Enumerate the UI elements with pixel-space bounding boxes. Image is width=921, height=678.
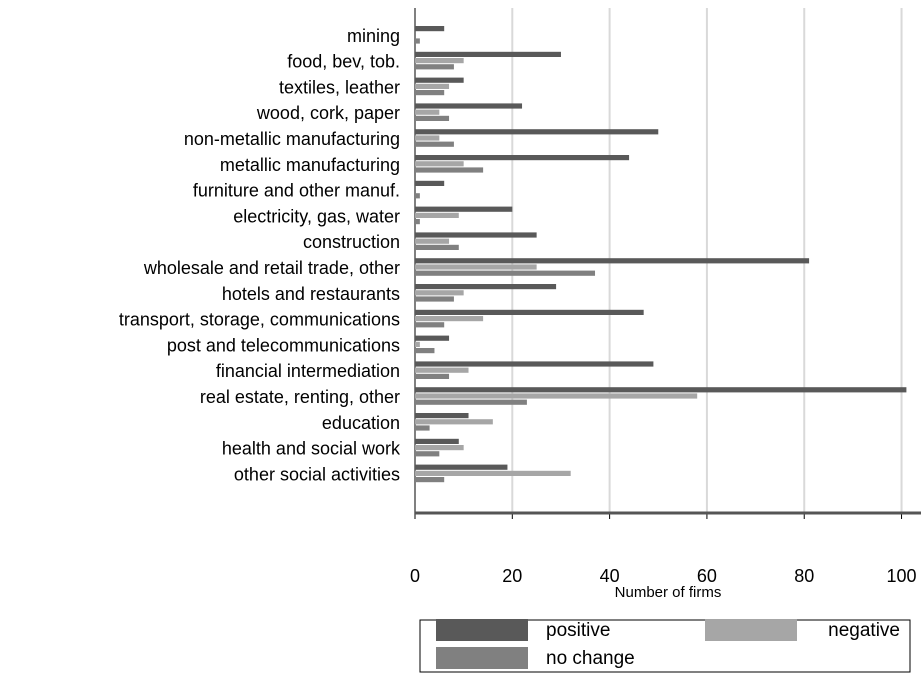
bar bbox=[415, 155, 630, 161]
bar bbox=[415, 51, 561, 57]
category-label: financial intermediation bbox=[216, 361, 400, 381]
category-label: real estate, renting, other bbox=[200, 387, 400, 407]
category-label: non-metallic manufacturing bbox=[184, 129, 400, 149]
bar bbox=[415, 161, 464, 167]
legend-swatch bbox=[436, 647, 528, 669]
x-tick-label: 20 bbox=[502, 566, 522, 586]
bar bbox=[415, 367, 469, 373]
bar bbox=[415, 290, 464, 296]
bar bbox=[415, 264, 537, 270]
category-label: metallic manufacturing bbox=[220, 155, 400, 175]
x-tick-label: 40 bbox=[600, 566, 620, 586]
category-label: textiles, leather bbox=[279, 77, 400, 97]
legend-label: negative bbox=[828, 620, 900, 641]
category-label: post and telecommunications bbox=[167, 335, 400, 355]
bar bbox=[415, 77, 464, 83]
bar bbox=[415, 206, 513, 212]
bar bbox=[415, 129, 659, 135]
bar bbox=[415, 103, 523, 109]
bar bbox=[415, 193, 420, 199]
bar bbox=[415, 464, 508, 470]
legend-label: positive bbox=[546, 620, 610, 641]
bar bbox=[415, 58, 464, 64]
legend-swatch bbox=[436, 619, 528, 641]
legend-label: no change bbox=[546, 648, 635, 669]
category-label: food, bev, tob. bbox=[287, 52, 400, 72]
bar bbox=[415, 451, 440, 457]
bar bbox=[415, 90, 445, 96]
bar bbox=[415, 413, 469, 419]
bar bbox=[415, 399, 527, 405]
x-tick-label: 100 bbox=[887, 566, 917, 586]
bar bbox=[415, 109, 440, 115]
category-label: hotels and restaurants bbox=[222, 284, 400, 304]
bar bbox=[415, 322, 445, 328]
bar bbox=[415, 244, 459, 250]
bar bbox=[415, 419, 493, 425]
bar bbox=[415, 83, 450, 89]
bar bbox=[415, 470, 571, 476]
category-label: other social activities bbox=[234, 464, 400, 484]
category-label: furniture and other manuf. bbox=[193, 181, 400, 201]
bar bbox=[415, 477, 445, 483]
bar bbox=[415, 348, 435, 354]
category-label: mining bbox=[347, 26, 400, 46]
bar bbox=[415, 393, 698, 399]
bar bbox=[415, 309, 644, 315]
bar bbox=[415, 445, 464, 451]
bar bbox=[415, 258, 810, 264]
bar bbox=[415, 167, 484, 173]
bar bbox=[415, 219, 420, 225]
bar bbox=[415, 180, 445, 186]
x-axis-label: Number of firms bbox=[615, 584, 722, 601]
legend-swatch bbox=[705, 619, 797, 641]
x-tick-label: 60 bbox=[697, 566, 717, 586]
bar bbox=[415, 232, 537, 238]
bar bbox=[415, 64, 454, 70]
bar bbox=[415, 141, 454, 147]
bar bbox=[415, 341, 420, 347]
bar bbox=[415, 361, 654, 367]
category-label: health and social work bbox=[222, 439, 401, 459]
category-label: construction bbox=[303, 232, 400, 252]
bar bbox=[415, 296, 454, 302]
bar bbox=[415, 38, 420, 44]
bar bbox=[415, 238, 450, 244]
bar bbox=[415, 316, 484, 322]
bar bbox=[415, 438, 459, 444]
bar bbox=[415, 135, 440, 141]
bar bbox=[415, 335, 450, 341]
bar bbox=[415, 270, 596, 276]
bar bbox=[415, 284, 557, 290]
x-tick-label: 0 bbox=[410, 566, 420, 586]
category-label: electricity, gas, water bbox=[233, 206, 400, 226]
category-label: education bbox=[322, 413, 400, 433]
bar bbox=[415, 26, 445, 32]
category-label: wholesale and retail trade, other bbox=[143, 258, 400, 278]
category-label: transport, storage, communications bbox=[119, 310, 400, 330]
bar bbox=[415, 373, 450, 379]
bar bbox=[415, 115, 450, 121]
x-tick-label: 80 bbox=[794, 566, 814, 586]
category-label: wood, cork, paper bbox=[256, 103, 400, 123]
bar bbox=[415, 387, 907, 393]
bar bbox=[415, 212, 459, 218]
bar bbox=[415, 425, 430, 431]
